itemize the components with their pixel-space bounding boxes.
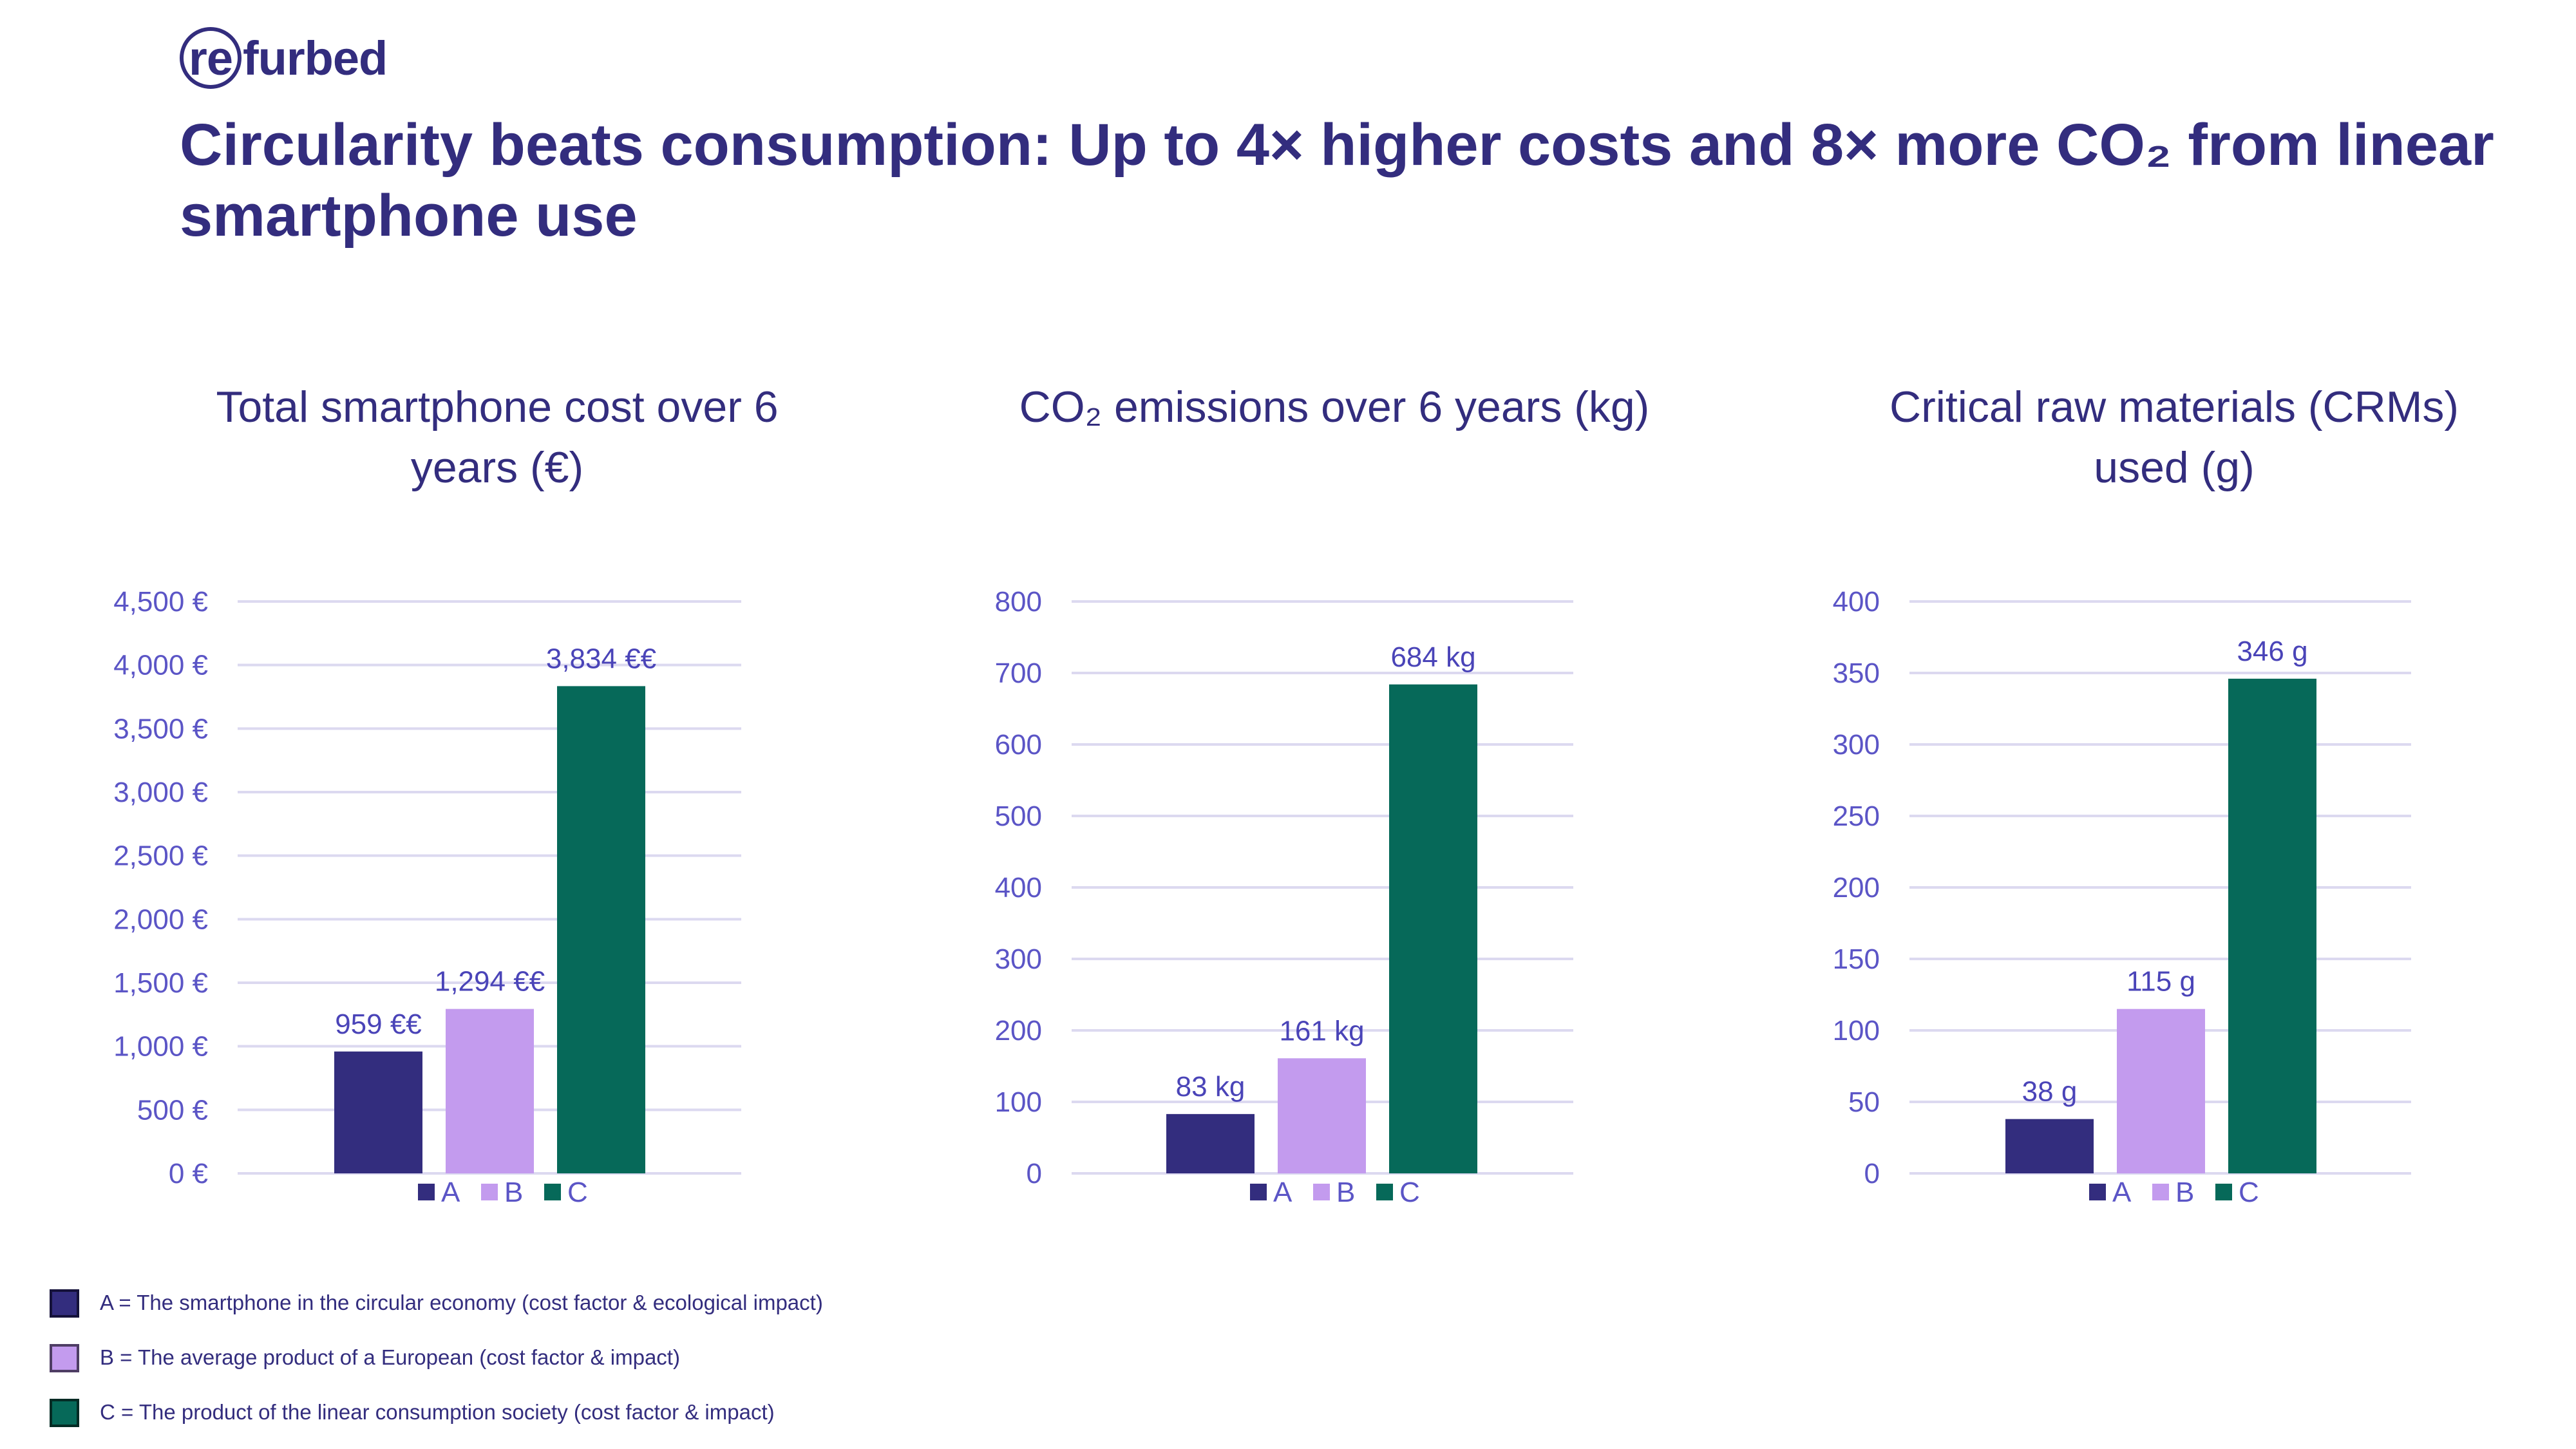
bar-b [1278, 1058, 1366, 1173]
legend-label-b: B [504, 1177, 523, 1208]
bar-a [1166, 1113, 1255, 1173]
footnote-text-b: B = The average product of a European (c… [100, 1345, 680, 1369]
bar-a [334, 1051, 422, 1173]
y-tick-label: 800 [995, 586, 1042, 618]
y-tick-label: 0 [1027, 1158, 1042, 1189]
data-label: 115 g [2126, 966, 2195, 998]
swatch-b [50, 1344, 79, 1372]
legend-label-a: A [2112, 1177, 2132, 1208]
legend-swatch-a [2089, 1184, 2106, 1200]
footnote-text-a: A = The smartphone in the circular econo… [100, 1291, 823, 1314]
chart-title-co2: CO₂ emissions over 6 years (kg) [1019, 383, 1650, 431]
refurbed-logo: re furbed [180, 26, 388, 90]
y-tick-label: 3,000 € [113, 777, 208, 808]
y-tick-label: 200 [995, 1015, 1042, 1046]
y-tick-label: 200 [1833, 872, 1880, 904]
logo-text: furbed [243, 31, 388, 85]
legend-label-a: A [1273, 1177, 1293, 1208]
y-tick-label: 300 [995, 943, 1042, 975]
page-title: Circularity beats consumption: Up to 4× … [180, 112, 2494, 249]
bar-b [446, 1009, 534, 1173]
y-tick-label: 1,000 € [113, 1031, 208, 1063]
data-label: 684 kg [1390, 641, 1475, 673]
y-tick-label: 300 [1833, 729, 1880, 761]
legend-swatch-a [418, 1184, 435, 1200]
y-tick-label: 0 [1864, 1158, 1880, 1189]
bar-a [2005, 1119, 2094, 1173]
legend-swatch-c [1376, 1184, 1393, 1200]
legend-label-c: C [567, 1177, 588, 1208]
legend-swatch-b [481, 1184, 498, 1200]
y-tick-label: 2,500 € [113, 840, 208, 872]
data-label: 83 kg [1176, 1071, 1245, 1103]
legend-label-b: B [1336, 1177, 1355, 1208]
y-tick-label: 100 [1833, 1015, 1880, 1046]
data-label: 1,294 €€ [435, 966, 545, 998]
legend-label-c: C [1399, 1177, 1420, 1208]
legend-swatch-b [1313, 1184, 1330, 1200]
y-tick-label: 2,000 € [113, 904, 208, 935]
y-tick-label: 3,500 € [113, 713, 208, 744]
y-tick-label: 150 [1833, 943, 1880, 975]
chart-title-cost: Total smartphone cost over 6 years (€) [216, 383, 779, 492]
legend-label-c: C [2239, 1177, 2259, 1208]
y-tick-label: 1,500 € [113, 967, 208, 999]
chart-title-crm: Critical raw materials (CRMs) used (g) [1889, 383, 2459, 492]
logo-ring: re [180, 27, 242, 89]
y-tick-label: 700 [995, 658, 1042, 689]
legend-swatch-b [2152, 1184, 2169, 1200]
data-label: 161 kg [1279, 1015, 1364, 1046]
swatch-a [50, 1289, 79, 1318]
y-tick-label: 400 [1833, 586, 1880, 618]
bar-c [2228, 678, 2316, 1173]
data-label: 959 €€ [335, 1009, 422, 1040]
y-tick-label: 0 € [169, 1158, 208, 1189]
y-tick-label: 500 [995, 800, 1042, 832]
bar-c [557, 686, 645, 1173]
y-tick-label: 600 [995, 729, 1042, 761]
data-label: 3,834 €€ [546, 643, 656, 674]
bar-c [1389, 684, 1477, 1173]
data-label: 38 g [2022, 1076, 2078, 1108]
y-tick-label: 50 [1848, 1086, 1880, 1118]
data-label: 346 g [2237, 636, 2307, 667]
y-tick-label: 400 [995, 872, 1042, 904]
y-tick-label: 4,500 € [113, 586, 208, 618]
y-tick-label: 250 [1833, 800, 1880, 832]
y-tick-label: 100 [995, 1086, 1042, 1118]
legend-label-b: B [2175, 1177, 2194, 1208]
swatch-c [50, 1399, 79, 1427]
legend-swatch-c [2215, 1184, 2232, 1200]
y-tick-label: 500 € [137, 1094, 208, 1126]
y-tick-label: 4,000 € [113, 650, 208, 681]
footnote-text-c: C = The product of the linear consumptio… [100, 1400, 775, 1424]
y-tick-label: 350 [1833, 658, 1880, 689]
legend-swatch-a [1250, 1184, 1267, 1200]
legend-label-a: A [441, 1177, 460, 1208]
legend-swatch-c [544, 1184, 561, 1200]
bar-b [2117, 1009, 2205, 1173]
